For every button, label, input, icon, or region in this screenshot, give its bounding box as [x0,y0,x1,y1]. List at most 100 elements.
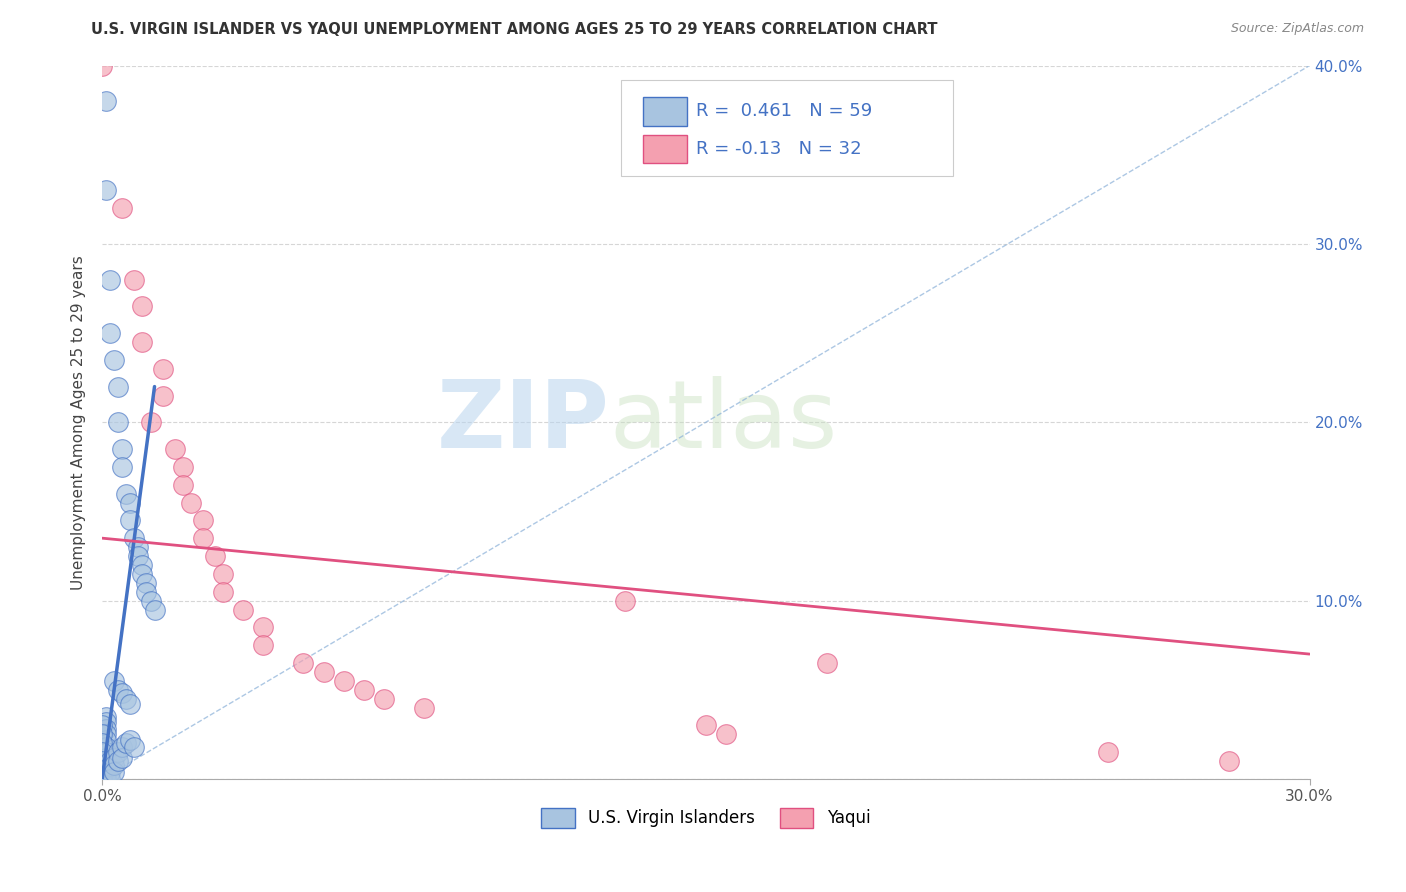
Point [135,575,157,590]
Point [96,183,118,197]
Legend: U.S. Virgin Islanders, Yaqui: U.S. Virgin Islanders, Yaqui [534,801,877,835]
Point [124,272,146,286]
Point [120,697,142,711]
Point [103,764,125,779]
Point [135,584,157,599]
Point [96,739,118,754]
Point [131,299,153,313]
Point [111,686,134,700]
Point [96,750,118,764]
Point [172,459,194,474]
Point [96,709,118,723]
Point [815,656,838,670]
Point [111,750,134,764]
Point [124,739,146,754]
Point [252,620,274,634]
Point [131,566,153,581]
Point [139,593,162,607]
Point [98,759,121,773]
Point [212,566,235,581]
Point [115,691,138,706]
Point [111,459,134,474]
Point [96,722,118,736]
Point [91,745,114,759]
Point [103,750,125,764]
Point [191,513,214,527]
Point [96,732,118,747]
Point [1218,754,1240,768]
Point [152,388,174,402]
Point [127,549,149,563]
Point [1097,745,1119,759]
FancyBboxPatch shape [643,97,686,126]
Point [107,745,129,759]
Point [191,531,214,545]
Point [212,584,235,599]
Text: U.S. VIRGIN ISLANDER VS YAQUI UNEMPLOYMENT AMONG AGES 25 TO 29 YEARS CORRELATION: U.S. VIRGIN ISLANDER VS YAQUI UNEMPLOYME… [91,22,938,37]
Point [91,736,114,750]
Point [107,754,129,768]
Point [127,540,149,554]
Point [96,756,118,770]
FancyBboxPatch shape [621,80,953,176]
Point [353,682,375,697]
Point [96,772,118,786]
Point [98,272,121,286]
Point [96,727,118,741]
Point [120,495,142,509]
Point [312,665,335,679]
Point [332,673,354,688]
Point [163,442,186,456]
Point [96,761,118,775]
Point [98,764,121,779]
Point [232,602,254,616]
Point [103,757,125,772]
Point [107,379,129,393]
Point [131,558,153,572]
Point [115,736,138,750]
Point [91,763,114,777]
Point [252,638,274,652]
Point [614,593,637,607]
Point [115,486,138,500]
Point [180,495,202,509]
Point [131,334,153,349]
Point [111,442,134,456]
Point [91,727,114,741]
Point [91,718,114,732]
Text: Source: ZipAtlas.com: Source: ZipAtlas.com [1230,22,1364,36]
Point [152,361,174,376]
Point [373,691,395,706]
Text: R =  0.461   N = 59: R = 0.461 N = 59 [696,103,873,120]
Point [103,673,125,688]
FancyBboxPatch shape [643,135,686,163]
Point [413,700,436,714]
Point [172,477,194,491]
Point [96,766,118,780]
Point [292,656,315,670]
Point [103,352,125,367]
Point [695,718,717,732]
Point [91,754,114,768]
Point [120,513,142,527]
Point [124,531,146,545]
Point [143,602,166,616]
Text: R = -0.13   N = 32: R = -0.13 N = 32 [696,140,862,158]
Point [98,754,121,768]
Point [96,745,118,759]
Point [111,201,134,215]
Point [96,714,118,729]
Point [139,415,162,429]
Point [204,549,226,563]
Point [120,732,142,747]
Text: atlas: atlas [609,376,838,468]
Y-axis label: Unemployment Among Ages 25 to 29 years: Unemployment Among Ages 25 to 29 years [72,255,86,590]
Point [98,326,121,340]
Point [91,59,114,73]
Point [96,95,118,109]
Point [107,415,129,429]
Point [98,772,121,786]
Point [107,682,129,697]
Point [714,727,737,741]
Point [91,772,114,786]
